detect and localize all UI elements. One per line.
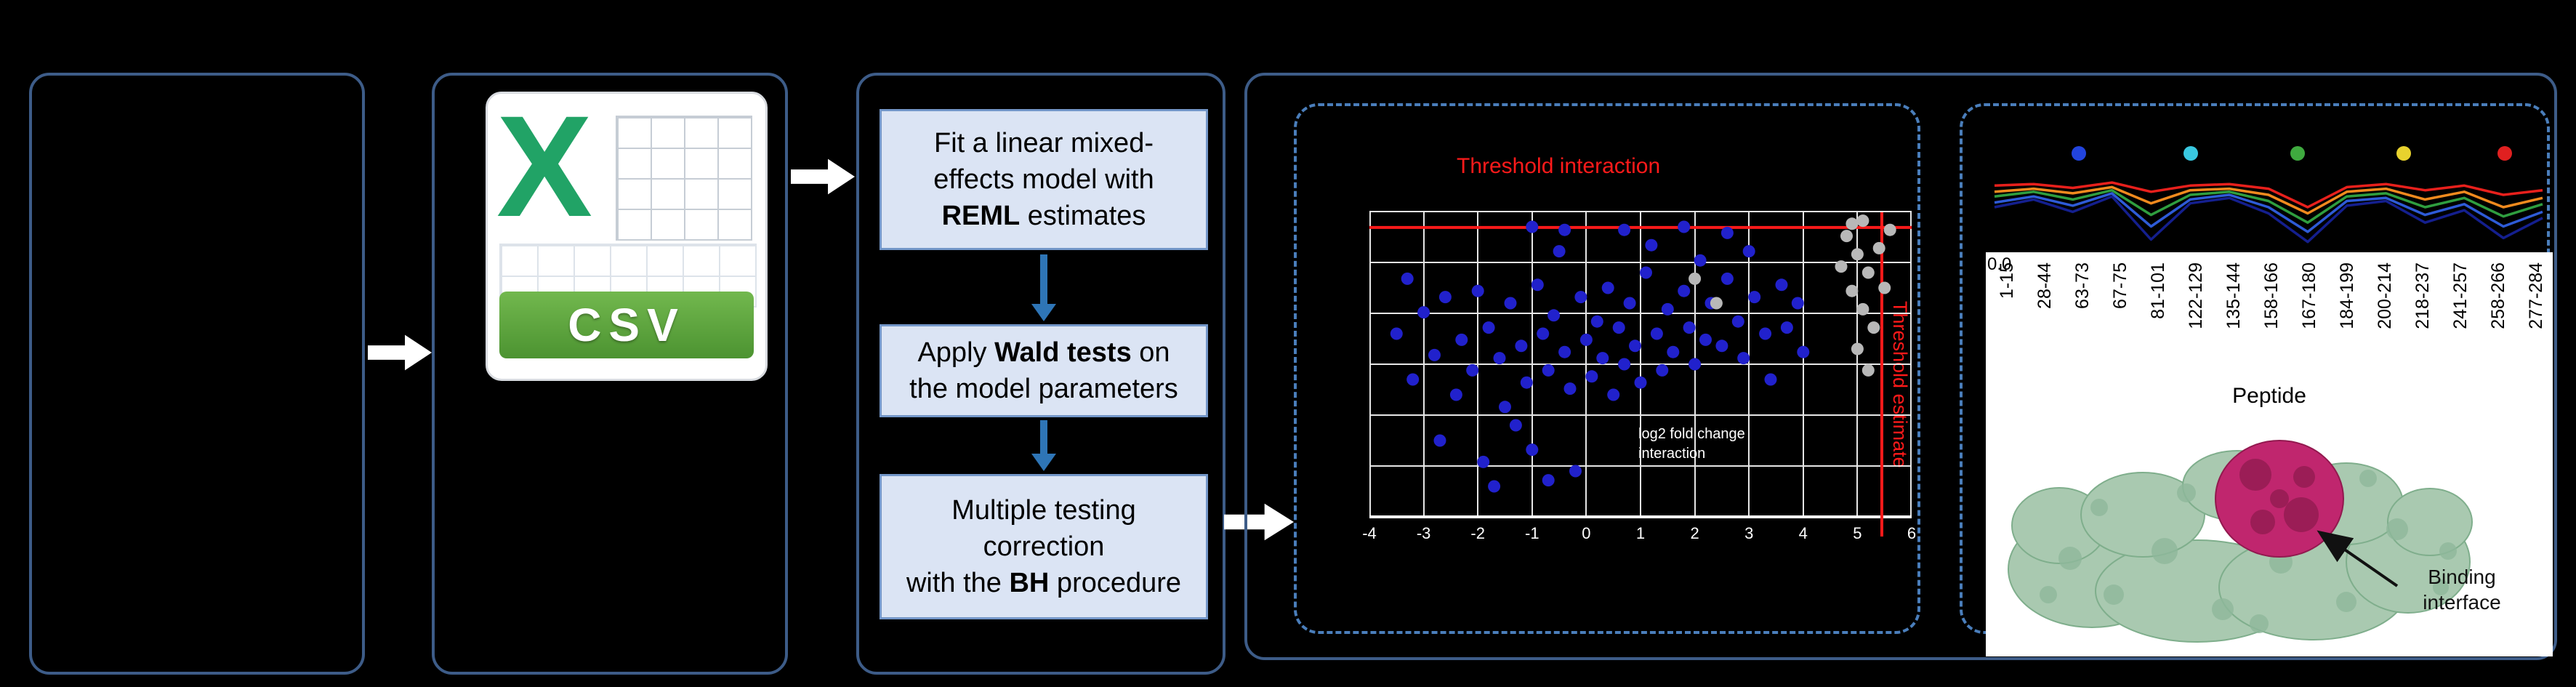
peptide-results-panel: 0.0 Peptide [1960, 103, 2553, 656]
line-series-orange [1994, 185, 2543, 215]
peptide-axis-label: 200-214 [2375, 262, 2395, 329]
plot-annotation: log2 fold change interaction [1638, 425, 1745, 464]
arrow-head [1031, 454, 1056, 471]
line-series-blue [1994, 192, 2543, 233]
step-text-line: effects model with [933, 164, 1154, 195]
x-axis-tick: 3 [1744, 524, 1754, 542]
x-axis-ticks: -4 -3 -2 -1 0 1 2 3 4 5 6 [1297, 524, 1917, 546]
protein-texture [2040, 470, 2457, 633]
volcano-scatter-plot [1369, 211, 1912, 537]
plot-grid [1369, 211, 1912, 518]
x-axis-tick: 5 [1853, 524, 1862, 542]
peptide-uptake-line-chart [1994, 146, 2543, 244]
arrow-shaft [1040, 420, 1047, 454]
excel-x-logo: X [496, 86, 593, 246]
peptide-axis-label: 258-266 [2488, 262, 2508, 329]
binding-site-surface [2215, 440, 2344, 558]
scatter-series-dot_blue [1390, 220, 1810, 493]
step-text-line: Apply Wald tests on [917, 337, 1170, 368]
peptide-axis-label: 218-237 [2412, 262, 2433, 329]
steps-panel: Fit a linear mixed-effects model with REM… [856, 73, 1225, 675]
csv-file-icon: X CSV [486, 86, 768, 381]
x-axis-tick: -3 [1416, 524, 1431, 542]
volcano-plot-panel: Threshold interaction Threshold estimate… [1294, 103, 1920, 634]
scatter-series-dot_gray [1689, 214, 1896, 377]
step-text-line: with the BH procedure [906, 568, 1182, 599]
step-text-line: the model parameters [909, 374, 1178, 404]
arrow-head [1031, 304, 1056, 321]
binding-interface-label-line: interface [2423, 591, 2501, 614]
x-axis-tick: 2 [1690, 524, 1699, 542]
x-axis-tick: -1 [1525, 524, 1539, 542]
line-series-red [1994, 181, 2543, 209]
arrow-shaft [1040, 254, 1047, 304]
line-series-green [1994, 188, 2543, 224]
plot-annotation-line: log2 fold change [1638, 426, 1745, 442]
plot-annotation-line: interaction [1638, 446, 1706, 462]
peptide-axis-label: 63-73 [2072, 262, 2093, 309]
x-axis-tick: 1 [1635, 524, 1646, 542]
step-reml-model: Fit a linear mixed-effects model with REM… [880, 109, 1208, 250]
x-axis-tick: 0 [1582, 524, 1591, 542]
peptide-axis-label: 122-129 [2186, 262, 2206, 329]
step-text-line: Multiple testing [951, 494, 1136, 526]
peptide-axis-label: 184-199 [2337, 262, 2357, 329]
peptide-axis-label: 135-144 [2223, 262, 2244, 329]
step-text-line: correction [983, 531, 1105, 562]
binding-interface-arrow [2317, 530, 2399, 587]
step-text-line: REML estimates [941, 201, 1146, 232]
down-arrow-2 [1031, 420, 1057, 471]
threshold-interaction-label: Threshold interaction [1457, 154, 1661, 178]
peptide-axis-label: 28-44 [2034, 262, 2055, 309]
y-axis-tick: 0.0 [1987, 254, 2012, 274]
step-bh-correction: Multiple testing correction with the BH pr… [880, 474, 1208, 619]
flow-arrow-1 [368, 334, 432, 371]
peptide-axis-label: 241-257 [2450, 262, 2471, 329]
x-axis-title: Peptide [2232, 384, 2306, 408]
series-marker-dots [2072, 146, 2512, 161]
peptide-axis-label: 277-284 [2526, 262, 2546, 329]
peptide-axis-label: 81-101 [2148, 262, 2168, 319]
down-arrow-1 [1031, 254, 1057, 321]
peptide-axis-label: 167-180 [2299, 262, 2319, 329]
peptide-axis-label: 1-15 [1997, 262, 2017, 300]
x-axis-tick: 6 [1907, 524, 1917, 542]
step-text-line: Fit a linear mixed- [934, 127, 1154, 158]
flow-arrow-2 [791, 158, 855, 195]
line-series-navy [1994, 195, 2543, 244]
results-container: Threshold interaction Threshold estimate… [1244, 73, 2557, 660]
csv-label: CSV [499, 292, 754, 358]
x-axis-tick: 4 [1798, 524, 1808, 542]
peptide-axis-label: 158-166 [2261, 262, 2282, 329]
x-axis-tick: -2 [1470, 524, 1485, 542]
threshold-estimate-label: Threshold estimate [1889, 301, 1911, 468]
step-wald-tests: Apply Wald tests on the model parameters [880, 324, 1208, 417]
binding-interface-label-line: Binding [2428, 566, 2496, 588]
peptide-axis-label: 67-75 [2110, 262, 2130, 309]
protein-structure-image [2008, 440, 2473, 643]
x-axis-tick: -4 [1362, 524, 1377, 542]
input-panel [29, 73, 365, 675]
binding-interface-label: Binding interface [2393, 564, 2531, 615]
spreadsheet-grid-icon [616, 116, 752, 241]
csv-panel: X CSV [432, 73, 788, 675]
